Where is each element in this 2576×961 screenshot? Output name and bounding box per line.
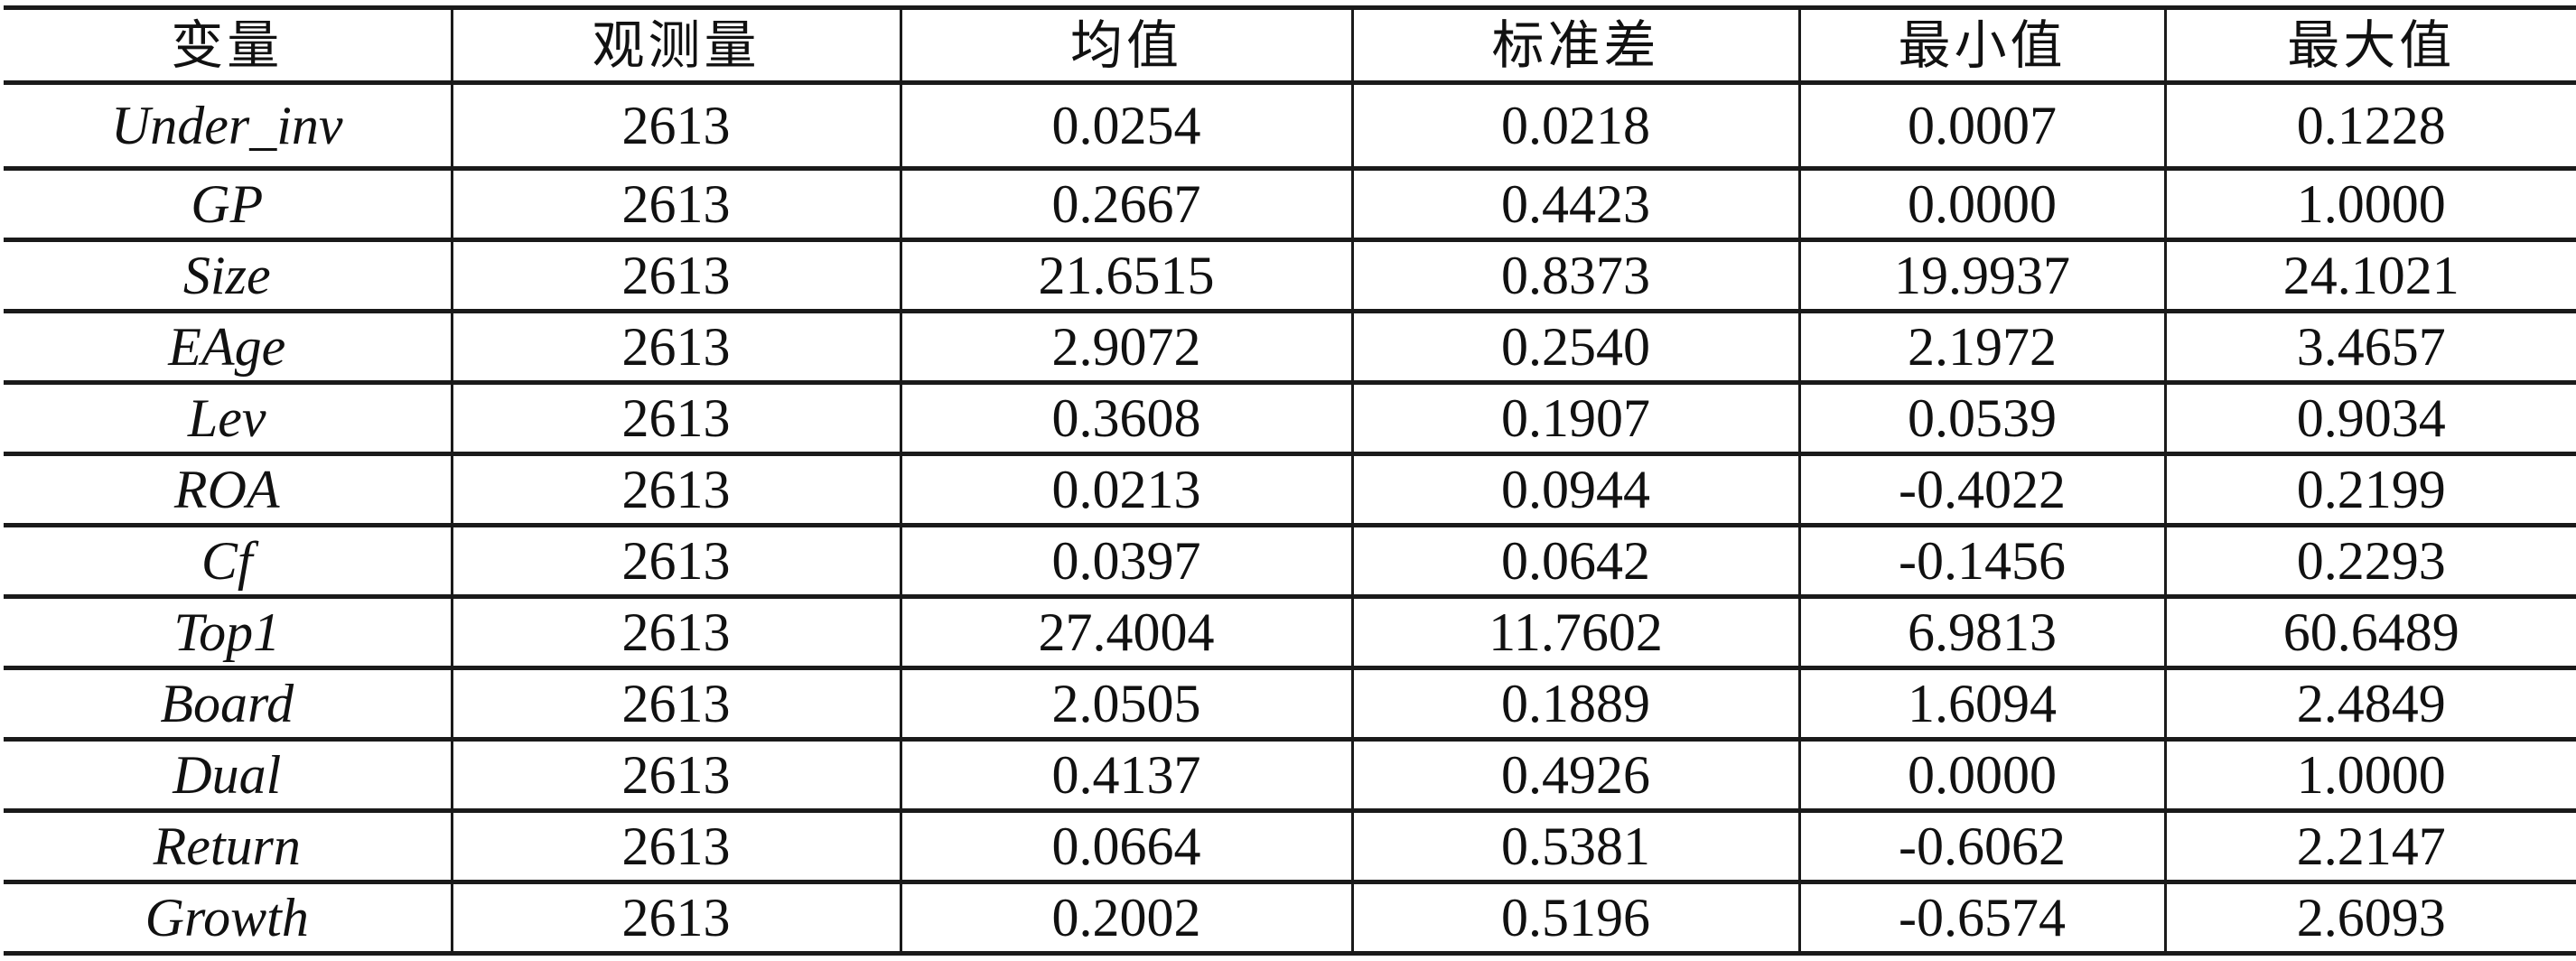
cell-max: 0.2293 [2163, 523, 2576, 599]
cell-variable: Under_inv [4, 80, 452, 171]
cell-min: 1.6094 [1797, 666, 2165, 742]
table-row: Board 2613 2.0505 0.1889 1.6094 2.4849 [4, 666, 2576, 742]
cell-observations: 2613 [450, 737, 901, 813]
cell-std-dev: 0.0944 [1350, 452, 1799, 527]
table-row: Top1 2613 27.4004 11.7602 6.9813 60.6489 [4, 594, 2576, 670]
cell-mean: 0.4137 [899, 737, 1352, 813]
table-row: Under_inv 2613 0.0254 0.0218 0.0007 0.1228 [4, 80, 2576, 171]
cell-mean: 0.0213 [899, 452, 1352, 527]
cell-std-dev: 11.7602 [1350, 594, 1799, 670]
cell-variable: Return [4, 808, 452, 884]
header-std-dev: 标准差 [1350, 5, 1799, 85]
header-mean: 均值 [899, 5, 1352, 85]
cell-max: 0.2199 [2163, 452, 2576, 527]
cell-mean: 27.4004 [899, 594, 1352, 670]
cell-max: 1.0000 [2163, 737, 2576, 813]
cell-min: 0.0000 [1797, 166, 2165, 242]
cell-variable: Top1 [4, 594, 452, 670]
cell-std-dev: 0.0642 [1350, 523, 1799, 599]
cell-max: 3.4657 [2163, 309, 2576, 385]
cell-mean: 0.0397 [899, 523, 1352, 599]
cell-observations: 2613 [450, 380, 901, 456]
table-row: ROA 2613 0.0213 0.0944 -0.4022 0.2199 [4, 452, 2576, 527]
cell-min: -0.1456 [1797, 523, 2165, 599]
cell-std-dev: 0.8373 [1350, 238, 1799, 313]
cell-variable: Cf [4, 523, 452, 599]
cell-max: 60.6489 [2163, 594, 2576, 670]
header-observations: 观测量 [450, 5, 901, 85]
cell-observations: 2613 [450, 452, 901, 527]
cell-min: 0.0000 [1797, 737, 2165, 813]
cell-variable: ROA [4, 452, 452, 527]
cell-observations: 2613 [450, 523, 901, 599]
cell-max: 0.1228 [2163, 80, 2576, 171]
cell-observations: 2613 [450, 880, 901, 956]
cell-variable: GP [4, 166, 452, 242]
table-row: EAge 2613 2.9072 0.2540 2.1972 3.4657 [4, 309, 2576, 385]
table-row: GP 2613 0.2667 0.4423 0.0000 1.0000 [4, 166, 2576, 242]
cell-observations: 2613 [450, 166, 901, 242]
cell-variable: Lev [4, 380, 452, 456]
cell-mean: 0.0664 [899, 808, 1352, 884]
cell-observations: 2613 [450, 309, 901, 385]
table-row: Dual 2613 0.4137 0.4926 0.0000 1.0000 [4, 737, 2576, 813]
cell-min: -0.6062 [1797, 808, 2165, 884]
cell-observations: 2613 [450, 80, 901, 171]
table-row: Cf 2613 0.0397 0.0642 -0.1456 0.2293 [4, 523, 2576, 599]
header-variable: 变量 [4, 5, 452, 85]
cell-variable: Board [4, 666, 452, 742]
cell-std-dev: 0.1907 [1350, 380, 1799, 456]
cell-min: -0.4022 [1797, 452, 2165, 527]
cell-variable: Growth [4, 880, 452, 956]
cell-std-dev: 0.4926 [1350, 737, 1799, 813]
cell-std-dev: 0.2540 [1350, 309, 1799, 385]
cell-observations: 2613 [450, 808, 901, 884]
header-row: 变量 观测量 均值 标准差 最小值 最大值 [4, 5, 2576, 85]
cell-mean: 0.0254 [899, 80, 1352, 171]
cell-observations: 2613 [450, 666, 901, 742]
cell-mean: 2.0505 [899, 666, 1352, 742]
cell-max: 2.4849 [2163, 666, 2576, 742]
cell-min: -0.6574 [1797, 880, 2165, 956]
cell-mean: 2.9072 [899, 309, 1352, 385]
cell-variable: Size [4, 238, 452, 313]
cell-variable: EAge [4, 309, 452, 385]
table-row: Growth 2613 0.2002 0.5196 -0.6574 2.6093 [4, 880, 2576, 956]
cell-mean: 0.2002 [899, 880, 1352, 956]
table-row: Size 2613 21.6515 0.8373 19.9937 24.1021 [4, 238, 2576, 313]
cell-min: 6.9813 [1797, 594, 2165, 670]
cell-min: 0.0007 [1797, 80, 2165, 171]
cell-mean: 0.2667 [899, 166, 1352, 242]
cell-min: 19.9937 [1797, 238, 2165, 313]
cell-std-dev: 0.1889 [1350, 666, 1799, 742]
header-min: 最小值 [1797, 5, 2165, 85]
cell-max: 24.1021 [2163, 238, 2576, 313]
cell-std-dev: 0.0218 [1350, 80, 1799, 171]
table-row: Return 2613 0.0664 0.5381 -0.6062 2.2147 [4, 808, 2576, 884]
cell-max: 1.0000 [2163, 166, 2576, 242]
cell-variable: Dual [4, 737, 452, 813]
cell-max: 0.9034 [2163, 380, 2576, 456]
cell-mean: 21.6515 [899, 238, 1352, 313]
cell-std-dev: 0.4423 [1350, 166, 1799, 242]
table-row: Lev 2613 0.3608 0.1907 0.0539 0.9034 [4, 380, 2576, 456]
descriptive-statistics-table: 变量 观测量 均值 标准差 最小值 最大值 Under_inv 2613 0.0254 0.02… [4, 5, 2576, 956]
cell-observations: 2613 [450, 238, 901, 313]
cell-min: 2.1972 [1797, 309, 2165, 385]
cell-mean: 0.3608 [899, 380, 1352, 456]
cell-max: 2.6093 [2163, 880, 2576, 956]
cell-max: 2.2147 [2163, 808, 2576, 884]
cell-std-dev: 0.5381 [1350, 808, 1799, 884]
cell-std-dev: 0.5196 [1350, 880, 1799, 956]
header-max: 最大值 [2163, 5, 2576, 85]
cell-observations: 2613 [450, 594, 901, 670]
cell-min: 0.0539 [1797, 380, 2165, 456]
